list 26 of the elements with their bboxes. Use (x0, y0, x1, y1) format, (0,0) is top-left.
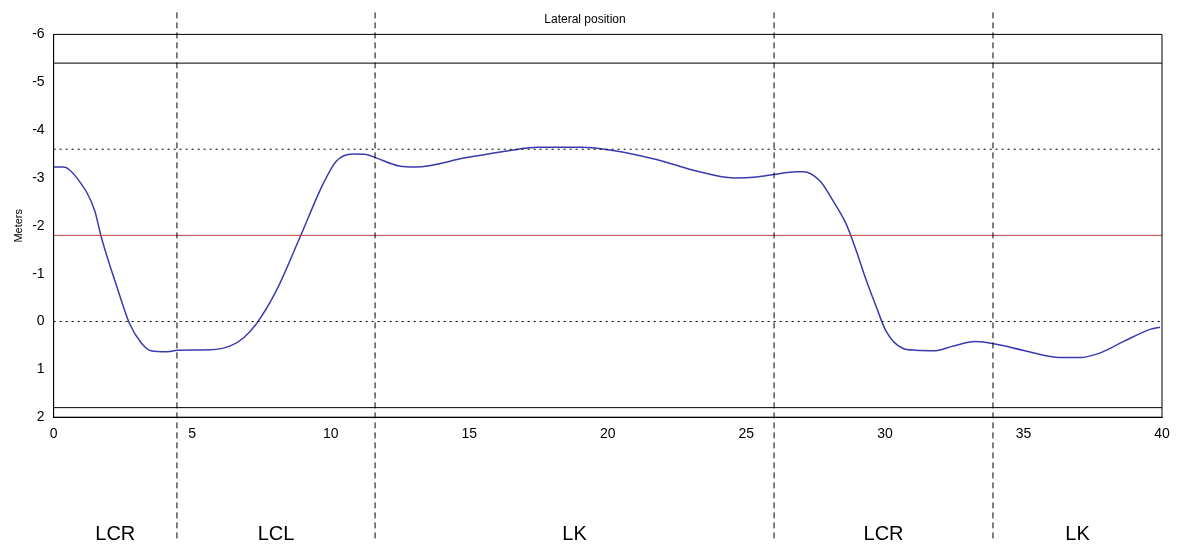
chart-title: Lateral position (544, 11, 626, 26)
y-axis-title: Meters (11, 208, 24, 243)
x-tick-label: 35 (1015, 425, 1032, 442)
x-tick-label: 40 (1154, 425, 1170, 442)
y-tick-label: 0 (36, 312, 45, 329)
x-tick-label: 20 (600, 425, 616, 442)
y-tick-label: -6 (32, 25, 45, 42)
x-tick-label: 15 (461, 425, 478, 442)
text: LK (1065, 521, 1091, 544)
y-tick-label: -3 (32, 168, 45, 185)
y-tick-label: 2 (36, 408, 45, 425)
text: LK (562, 521, 588, 544)
y-tick-label: -4 (32, 120, 45, 137)
y-tick-label: -5 (32, 73, 45, 90)
x-tick-label: 5 (188, 425, 197, 442)
line-series (53, 146, 1161, 359)
x-tick-label: 25 (738, 425, 755, 442)
text: LCR (95, 521, 136, 544)
x-tick-label: 30 (877, 425, 893, 442)
y-tick-label: 1 (36, 360, 45, 377)
text: LCR (863, 521, 904, 544)
y-tick-label: -2 (32, 216, 45, 233)
y-tick-label: -1 (32, 264, 45, 281)
x-tick-label: 10 (322, 425, 339, 442)
x-tick-label: 0 (49, 425, 58, 442)
text: LCL (257, 521, 295, 544)
